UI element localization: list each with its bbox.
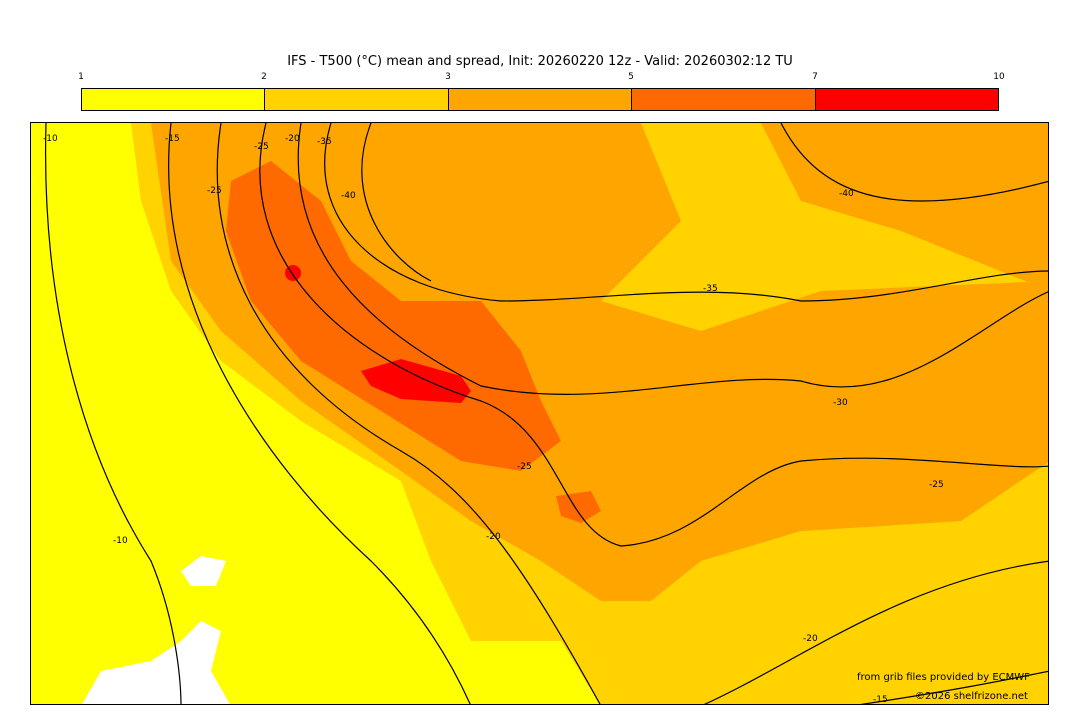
spread-level-4b — [556, 491, 601, 523]
contour-label: -20 — [285, 134, 300, 144]
contour-labels: -10 -15 -25 -20 -35 -25 -40 -40 -35 -30 … — [43, 134, 944, 705]
colorbar-tick: 10 — [993, 72, 1005, 82]
contour-label: -15 — [165, 134, 180, 144]
colorbar-segment — [448, 89, 633, 110]
colorbar-segment — [265, 89, 449, 110]
spread-level-4 — [226, 161, 561, 471]
spread-level-5b — [285, 265, 301, 281]
colorbar — [81, 88, 999, 111]
colorbar-tick: 1 — [78, 72, 84, 82]
land-mask — [82, 556, 230, 704]
contour-label: -20 — [803, 634, 818, 644]
contour-label: -40 — [839, 189, 854, 199]
map-title: IFS - T500 (°C) mean and spread, Init: 2… — [287, 54, 793, 69]
colorbar-tick: 5 — [628, 72, 634, 82]
spread-map: -10 -15 -25 -20 -35 -25 -40 -40 -35 -30 … — [30, 122, 1049, 705]
spread-level-3b — [761, 123, 1048, 291]
copyright-credit: ©2026 shelfrizone.net — [915, 691, 1028, 702]
spread-level-5 — [361, 359, 471, 403]
contour-label: -25 — [207, 186, 222, 196]
contour-label: -10 — [113, 536, 128, 546]
spread-level-3 — [151, 123, 1048, 601]
contour-label: -30 — [833, 398, 848, 408]
data-source-credit: from grib files provided by ECMWF — [857, 672, 1030, 683]
contour-label: -10 — [43, 134, 58, 144]
contour-label: -25 — [254, 142, 269, 152]
contours — [44, 123, 1048, 704]
contour-label: -40 — [341, 191, 356, 201]
colorbar-segment — [632, 89, 816, 110]
colorbar-segment — [82, 89, 266, 110]
colorbar-tick: 3 — [445, 72, 451, 82]
contour-label: -35 — [317, 137, 332, 147]
contour-label: -15 — [873, 695, 888, 705]
contour-label: -25 — [929, 480, 944, 490]
contour-label: -35 — [703, 284, 718, 294]
contour-label: -20 — [486, 532, 501, 542]
colorbar-tick: 2 — [261, 72, 267, 82]
contour-label: -25 — [517, 462, 532, 472]
colorbar-segment — [815, 89, 999, 110]
colorbar-tick: 7 — [812, 72, 818, 82]
